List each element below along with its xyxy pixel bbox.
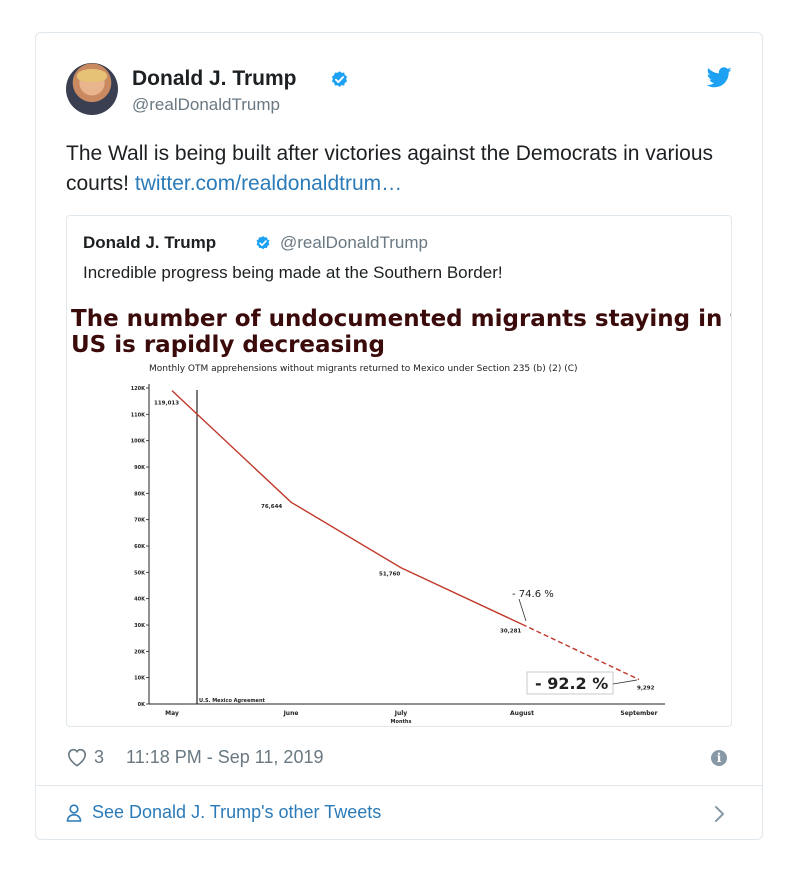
person-icon <box>66 803 82 822</box>
chart-title-line-2: US is rapidly decreasing <box>71 332 385 358</box>
annotation-74-6-pointer <box>518 598 527 622</box>
tweet-body: The Wall is being built after victories … <box>66 142 714 195</box>
quoted-author-name: Donald J. Trump <box>83 233 217 252</box>
tweet-link[interactable]: twitter.com/realdonaldtrum… <box>134 172 403 195</box>
author-name[interactable]: Donald J. Trump <box>132 67 297 90</box>
data-label: 51,760 <box>379 572 400 578</box>
avatar[interactable] <box>66 63 118 115</box>
see-other-tweets-link[interactable]: See Donald J. Trump's other Tweets <box>66 802 381 823</box>
see-other-tweets-label: See Donald J. Trump's other Tweets <box>92 802 382 822</box>
x-tick-label: July <box>394 710 408 717</box>
tweet-meta: 3 11:18 PM - Sep 11, 2019 <box>66 745 323 769</box>
data-label: 76,644 <box>261 504 282 510</box>
series-line-projection <box>521 623 640 681</box>
chevron-right-icon[interactable] <box>714 805 726 823</box>
annotation-74-6: - 74.6 % <box>512 589 554 600</box>
info-icon[interactable]: i <box>711 750 727 766</box>
x-axis-label: Months <box>391 719 412 725</box>
tweet-text: The Wall is being built after victories … <box>66 139 736 199</box>
agreement-label: U.S. Mexico Agreement <box>199 698 266 704</box>
y-tick-label: 50K <box>134 570 146 576</box>
migrants-line-chart: The number of undocumented migrants stay… <box>71 306 732 725</box>
x-tick-label: May <box>165 710 179 717</box>
y-tick-label: 40K <box>134 597 146 603</box>
x-tick-label: August <box>510 710 534 717</box>
data-label: 9,292 <box>637 686 655 692</box>
y-tick-label: 100K <box>131 439 146 445</box>
y-tick-label: 60K <box>134 544 146 550</box>
data-label: 30,281 <box>500 628 521 634</box>
y-tick-label: 0K <box>138 702 146 708</box>
annotation-92-2-pointer <box>612 679 638 685</box>
quoted-author-handle: @realDonaldTrump <box>280 233 428 252</box>
data-label: 119,013 <box>154 401 179 407</box>
heart-icon[interactable] <box>66 747 88 767</box>
y-tick-label: 90K <box>134 465 146 471</box>
quoted-tweet[interactable]: Donald J. Trump @realDonaldTrump Incredi… <box>66 215 732 727</box>
x-tick-label: June <box>283 710 299 717</box>
tweet-timestamp[interactable]: 11:18 PM - Sep 11, 2019 <box>126 746 324 767</box>
y-tick-label: 20K <box>134 649 146 655</box>
quoted-tweet-text: Incredible progress being made at the So… <box>83 263 503 282</box>
series-line <box>171 390 523 625</box>
chart-title-line-1: The number of undocumented migrants stay… <box>71 306 732 332</box>
y-tick-label: 80K <box>134 491 146 497</box>
verified-badge-icon <box>256 236 270 250</box>
embedded-tweet-card: Donald J. Trump @realDonaldTrump The Wal… <box>35 32 763 840</box>
author-handle[interactable]: @realDonaldTrump <box>132 95 280 114</box>
y-tick-label: 110K <box>131 412 146 418</box>
y-tick-label: 70K <box>134 518 146 524</box>
divider <box>36 785 762 786</box>
twitter-bird-icon[interactable] <box>707 67 732 88</box>
y-tick-label: 10K <box>134 676 146 682</box>
y-tick-label: 30K <box>134 623 146 629</box>
x-tick-label: September <box>620 710 657 717</box>
annotation-92-2-box <box>526 671 614 695</box>
y-tick-label: 120K <box>131 386 146 392</box>
chart-subtitle: Monthly OTM apprehensions without migran… <box>149 364 578 374</box>
like-count[interactable]: 3 <box>94 746 105 767</box>
verified-badge-icon <box>331 71 348 87</box>
annotation-92-2: - 92.2 % <box>535 674 608 693</box>
